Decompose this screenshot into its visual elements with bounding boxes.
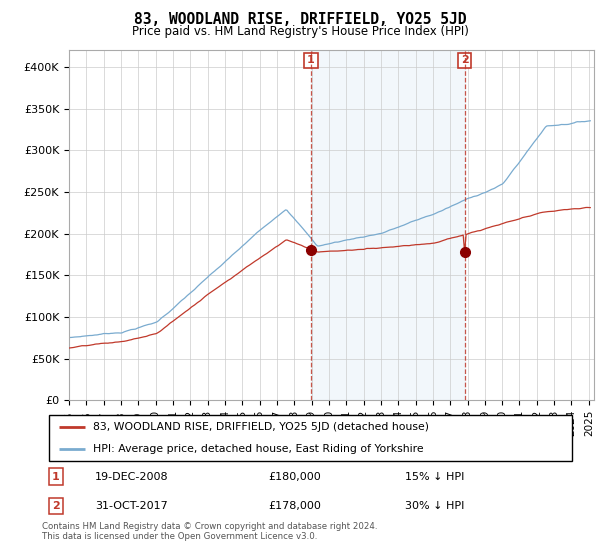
Text: 2: 2 [461, 55, 469, 66]
Text: Contains HM Land Registry data © Crown copyright and database right 2024.
This d: Contains HM Land Registry data © Crown c… [42, 522, 377, 542]
Text: 19-DEC-2008: 19-DEC-2008 [95, 472, 169, 482]
Text: 1: 1 [52, 472, 60, 482]
Text: HPI: Average price, detached house, East Riding of Yorkshire: HPI: Average price, detached house, East… [92, 444, 423, 454]
Text: 1: 1 [307, 55, 315, 66]
Text: 83, WOODLAND RISE, DRIFFIELD, YO25 5JD (detached house): 83, WOODLAND RISE, DRIFFIELD, YO25 5JD (… [92, 422, 428, 432]
Text: 15% ↓ HPI: 15% ↓ HPI [405, 472, 464, 482]
Text: 31-OCT-2017: 31-OCT-2017 [95, 501, 168, 511]
Text: 83, WOODLAND RISE, DRIFFIELD, YO25 5JD: 83, WOODLAND RISE, DRIFFIELD, YO25 5JD [134, 12, 466, 27]
Text: 2: 2 [52, 501, 60, 511]
Text: £178,000: £178,000 [269, 501, 322, 511]
Bar [311, 50, 464, 400]
Text: £180,000: £180,000 [269, 472, 321, 482]
Text: 30% ↓ HPI: 30% ↓ HPI [405, 501, 464, 511]
Text: Price paid vs. HM Land Registry's House Price Index (HPI): Price paid vs. HM Land Registry's House … [131, 25, 469, 38]
FancyBboxPatch shape [49, 416, 572, 461]
